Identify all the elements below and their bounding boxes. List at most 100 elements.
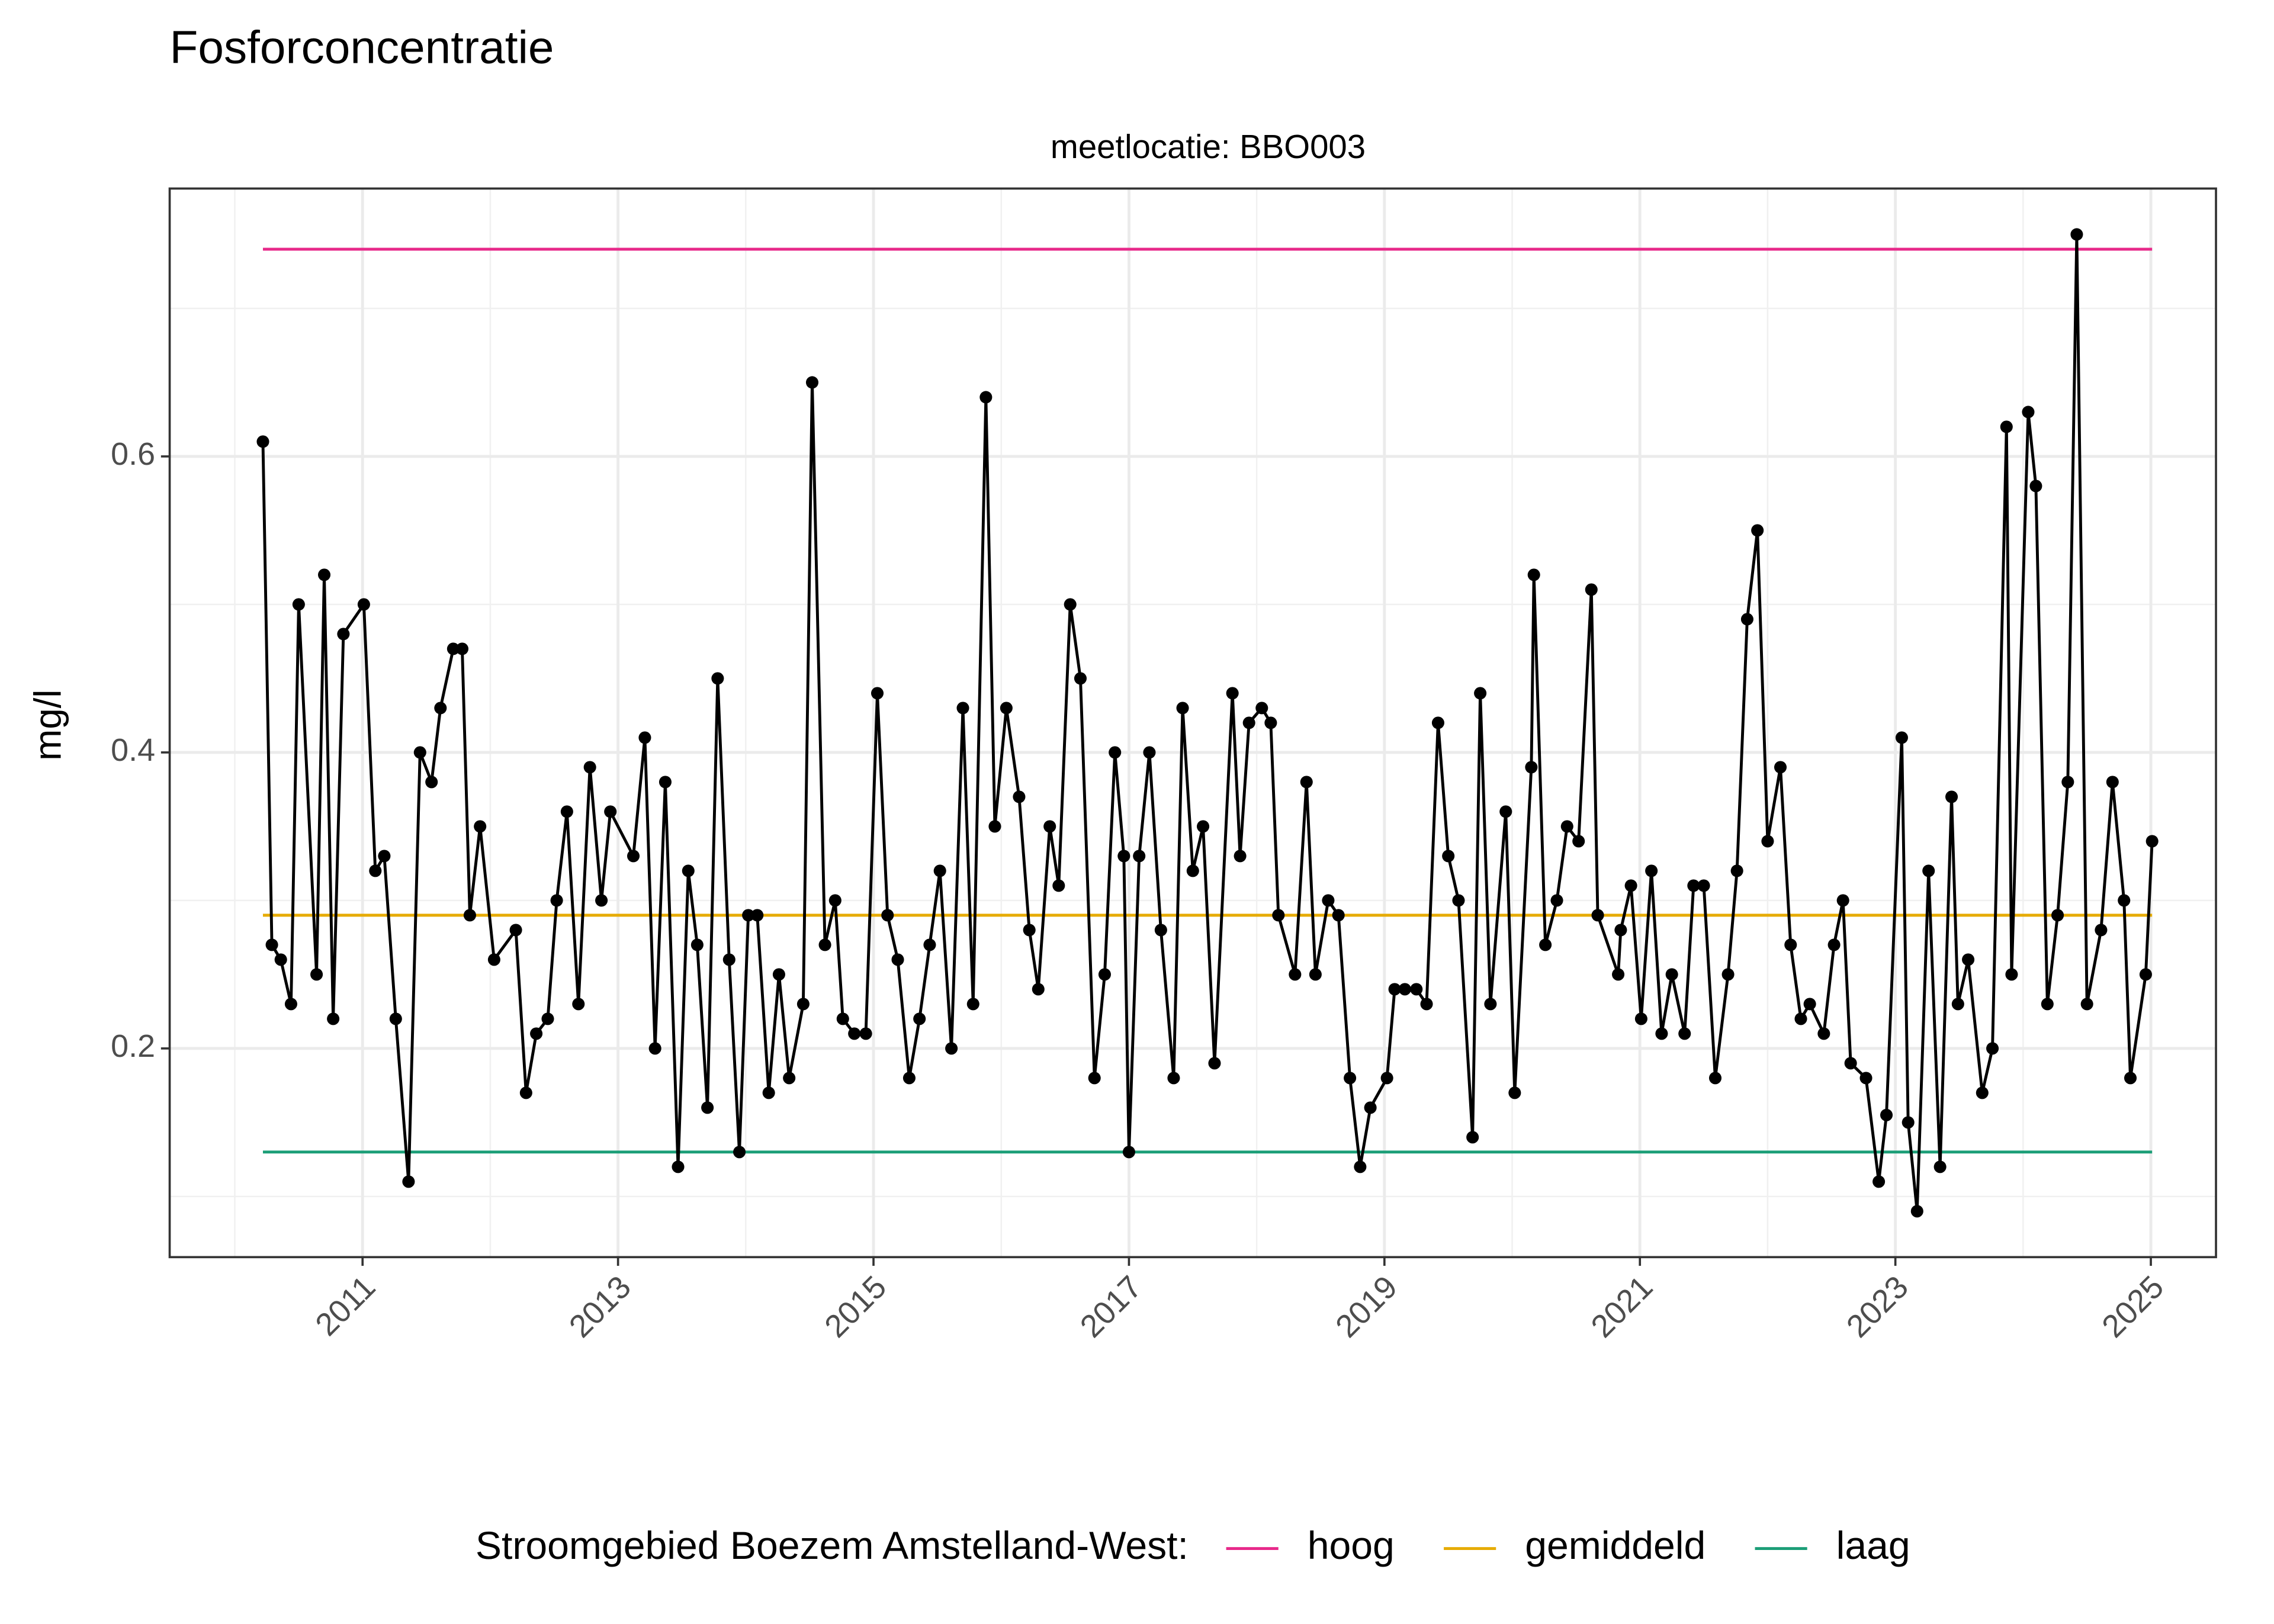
data-point	[1052, 879, 1065, 892]
data-point	[1803, 998, 1816, 1011]
data-point	[1410, 983, 1423, 996]
data-point	[1226, 687, 1239, 700]
data-point	[1452, 894, 1465, 907]
data-point	[1591, 909, 1604, 922]
y-tick-label: 0.2	[111, 1028, 155, 1064]
data-point	[1550, 894, 1563, 907]
data-point	[2041, 998, 2054, 1011]
data-point	[1431, 716, 1444, 729]
x-tick-label: 2023	[1840, 1269, 1915, 1345]
data-point	[2124, 1072, 2137, 1085]
data-point	[923, 938, 936, 951]
data-point	[1466, 1131, 1479, 1144]
data-point	[956, 702, 969, 715]
data-point	[902, 1072, 916, 1085]
data-point	[1344, 1072, 1357, 1085]
data-point	[1872, 1175, 1886, 1188]
data-point	[310, 968, 323, 981]
data-point	[1687, 879, 1700, 892]
data-point	[357, 598, 370, 611]
data-point	[648, 1042, 661, 1055]
data-point	[2029, 480, 2042, 493]
data-point	[402, 1175, 415, 1188]
data-point	[1264, 716, 1277, 729]
data-point	[1023, 924, 1036, 937]
data-point	[672, 1160, 685, 1173]
data-point	[762, 1086, 775, 1099]
data-point	[1109, 746, 1122, 759]
data-point	[284, 998, 297, 1011]
data-point	[966, 998, 979, 1011]
data-point	[337, 628, 350, 641]
data-point	[509, 924, 522, 937]
data-point	[413, 746, 426, 759]
data-point	[772, 968, 785, 981]
data-point	[1678, 1027, 1691, 1040]
data-point	[519, 1086, 532, 1099]
legend-title: Stroomgebied Boezem Amstelland-West:	[476, 1524, 1189, 1568]
data-point	[1388, 983, 1401, 996]
data-point	[1585, 583, 1598, 596]
data-point	[1122, 1146, 1135, 1159]
data-point	[1242, 716, 1255, 729]
data-point	[1255, 702, 1268, 715]
data-point	[711, 672, 724, 685]
data-point	[1895, 731, 1908, 744]
data-point	[751, 909, 764, 922]
data-point	[1774, 761, 1787, 774]
data-point	[2139, 968, 2152, 981]
x-tick-label: 2021	[1584, 1269, 1659, 1345]
data-point	[1525, 761, 1538, 774]
data-point	[638, 731, 651, 744]
data-point	[256, 435, 269, 448]
data-point	[1309, 968, 1322, 981]
data-point	[265, 938, 278, 951]
data-point	[1143, 746, 1156, 759]
data-point	[701, 1101, 714, 1114]
data-point	[1730, 864, 1743, 877]
data-point	[487, 953, 500, 966]
data-point	[796, 998, 810, 1011]
data-point	[1074, 672, 1087, 685]
data-point	[2118, 894, 2131, 907]
data-point	[1354, 1160, 1367, 1173]
legend: Stroomgebied Boezem Amstelland-West: hoog…	[476, 1524, 1910, 1568]
data-point	[627, 850, 640, 863]
legend-label: gemiddeld	[1525, 1524, 1706, 1568]
data-point	[274, 953, 287, 966]
data-point	[1560, 820, 1573, 833]
data-point	[530, 1027, 543, 1040]
data-point	[848, 1027, 861, 1040]
data-point	[1420, 998, 1433, 1011]
legend-label: hoog	[1308, 1524, 1395, 1568]
data-point	[2000, 420, 2013, 433]
data-point	[1612, 968, 1625, 981]
data-point	[1665, 968, 1678, 981]
data-point	[690, 938, 704, 951]
data-point	[891, 953, 904, 966]
data-point	[1088, 1072, 1101, 1085]
data-point	[1332, 909, 1345, 922]
data-point	[327, 1012, 340, 1025]
data-point	[988, 820, 1001, 833]
data-point	[1176, 702, 1189, 715]
data-point	[722, 953, 735, 966]
data-point	[474, 820, 487, 833]
data-point	[1154, 924, 1167, 937]
data-point	[1784, 938, 1797, 951]
data-point	[463, 909, 476, 922]
data-point	[913, 1012, 926, 1025]
data-point	[1634, 1012, 1647, 1025]
data-point	[1064, 598, 1077, 611]
y-tick-label: 0.4	[111, 732, 155, 768]
data-point	[1539, 938, 1552, 951]
data-point	[1000, 702, 1013, 715]
data-point	[1380, 1072, 1393, 1085]
data-point	[369, 864, 382, 877]
data-point	[818, 938, 831, 951]
data-point	[1484, 998, 1497, 1011]
data-point	[389, 1012, 402, 1025]
data-point	[1527, 568, 1540, 581]
data-point	[2095, 924, 2108, 937]
